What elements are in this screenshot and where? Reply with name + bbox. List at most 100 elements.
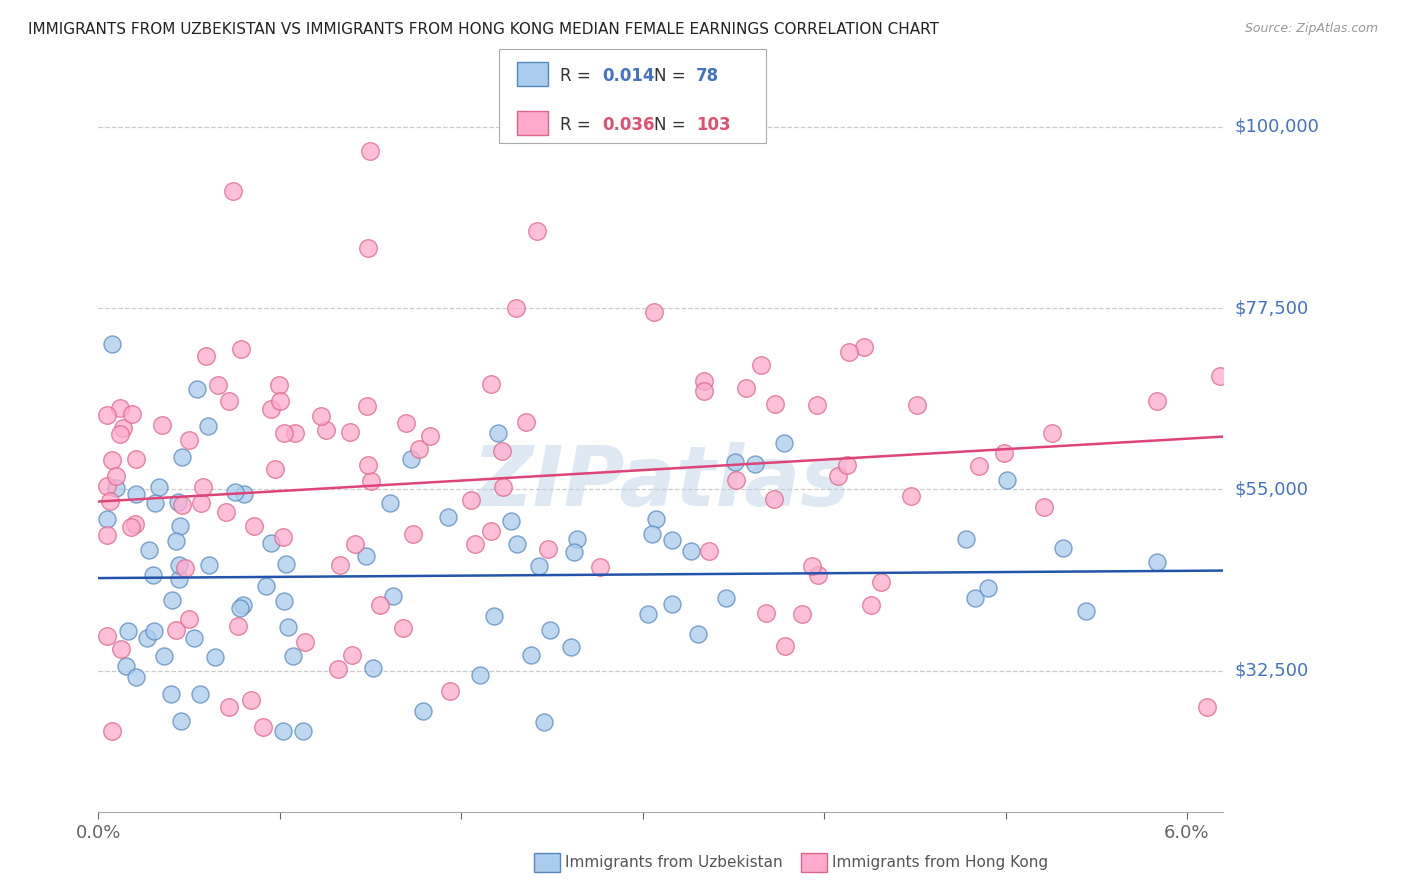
Point xyxy=(167,495,190,509)
Point xyxy=(240,693,263,707)
Point xyxy=(167,572,190,586)
Point xyxy=(197,558,219,573)
Point xyxy=(853,340,876,354)
Point xyxy=(460,492,482,507)
Point xyxy=(177,433,200,447)
Point xyxy=(170,714,193,728)
Point xyxy=(294,635,316,649)
Point xyxy=(142,624,165,638)
Point xyxy=(437,509,460,524)
Point xyxy=(222,185,245,199)
Point xyxy=(138,543,160,558)
Point xyxy=(744,457,766,471)
Point xyxy=(693,374,716,388)
Point xyxy=(152,649,174,664)
Point xyxy=(692,384,714,398)
Point xyxy=(96,528,118,542)
Text: IMMIGRANTS FROM UZBEKISTAN VS IMMIGRANTS FROM HONG KONG MEDIAN FEMALE EARNINGS C: IMMIGRANTS FROM UZBEKISTAN VS IMMIGRANTS… xyxy=(28,22,939,37)
Point xyxy=(905,398,928,412)
Point xyxy=(357,458,380,472)
Point xyxy=(125,670,148,684)
Point xyxy=(838,344,860,359)
Point xyxy=(697,543,720,558)
Point xyxy=(679,543,702,558)
Point xyxy=(148,480,170,494)
Point xyxy=(1197,700,1219,714)
Point xyxy=(643,305,665,319)
Point xyxy=(519,648,541,662)
Point xyxy=(96,629,118,643)
Point xyxy=(381,589,404,603)
Point xyxy=(401,452,423,467)
Point xyxy=(538,623,561,637)
Text: $32,500: $32,500 xyxy=(1234,662,1309,680)
Point xyxy=(773,640,796,654)
Point xyxy=(108,427,131,442)
Point xyxy=(150,417,173,432)
Point xyxy=(1033,500,1056,515)
Point xyxy=(159,687,181,701)
Point xyxy=(273,425,295,440)
Point xyxy=(357,241,380,255)
Point xyxy=(589,560,612,574)
Point xyxy=(101,337,124,351)
Point xyxy=(170,499,193,513)
Point xyxy=(271,723,294,738)
Point xyxy=(688,627,710,641)
Point xyxy=(254,579,277,593)
Point xyxy=(361,661,384,675)
Point xyxy=(101,452,124,467)
Point xyxy=(172,450,194,464)
Point xyxy=(533,714,555,729)
Point xyxy=(734,381,756,395)
Point xyxy=(763,397,786,411)
Point xyxy=(284,425,307,440)
Point xyxy=(115,658,138,673)
Point xyxy=(233,486,256,500)
Point xyxy=(562,544,585,558)
Point xyxy=(96,479,118,493)
Point xyxy=(207,378,229,392)
Text: $55,000: $55,000 xyxy=(1234,481,1309,499)
Point xyxy=(315,423,337,437)
Point xyxy=(105,468,128,483)
Point xyxy=(264,461,287,475)
Point xyxy=(969,458,991,473)
Point xyxy=(108,401,131,415)
Point xyxy=(749,358,772,372)
Point xyxy=(900,489,922,503)
Point xyxy=(763,491,786,506)
Point xyxy=(167,558,190,572)
Point xyxy=(191,480,214,494)
Point xyxy=(311,409,333,423)
Point xyxy=(1040,425,1063,440)
Point xyxy=(499,514,522,528)
Point xyxy=(218,393,240,408)
Point xyxy=(725,474,748,488)
Point xyxy=(402,526,425,541)
Text: Immigrants from Hong Kong: Immigrants from Hong Kong xyxy=(832,855,1049,870)
Point xyxy=(229,601,252,615)
Point xyxy=(110,642,132,657)
Point xyxy=(269,394,291,409)
Point xyxy=(356,399,378,413)
Point xyxy=(277,620,299,634)
Point xyxy=(470,668,492,682)
Point xyxy=(344,537,367,551)
Point xyxy=(354,549,377,563)
Point xyxy=(993,446,1015,460)
Point xyxy=(190,496,212,510)
Point xyxy=(724,455,747,469)
Point xyxy=(1146,555,1168,569)
Text: Immigrants from Uzbekistan: Immigrants from Uzbekistan xyxy=(565,855,783,870)
Point xyxy=(252,720,274,734)
Point xyxy=(368,598,391,612)
Point xyxy=(165,624,187,638)
Point xyxy=(274,557,297,571)
Point xyxy=(1052,541,1074,555)
Point xyxy=(117,624,139,638)
Point xyxy=(527,559,550,574)
Point xyxy=(105,481,128,495)
Point xyxy=(174,561,197,575)
Point xyxy=(165,534,187,549)
